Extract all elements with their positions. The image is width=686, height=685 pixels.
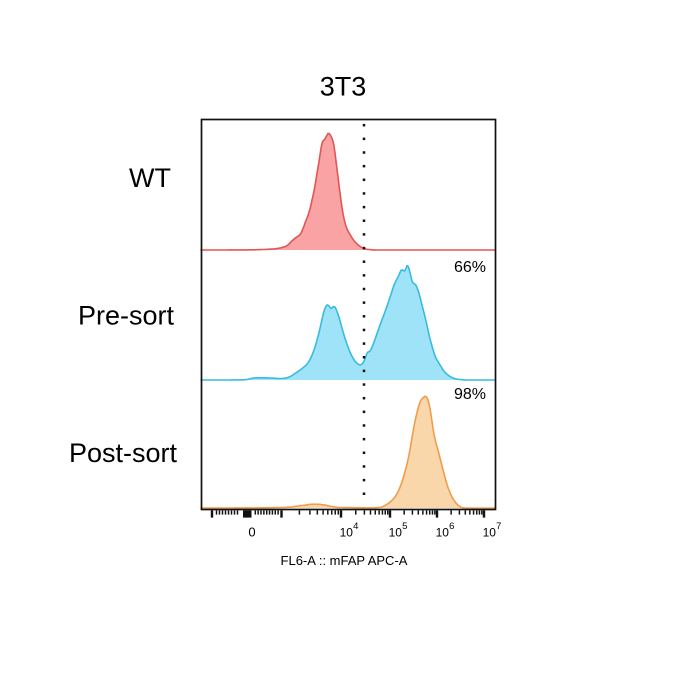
svg-text:66%: 66% [454, 259, 486, 276]
svg-text:WT: WT [129, 163, 171, 193]
svg-text:0: 0 [248, 524, 255, 539]
svg-text:98%: 98% [454, 386, 486, 403]
svg-text:7: 7 [496, 521, 501, 532]
svg-text:10: 10 [340, 525, 354, 539]
svg-text:6: 6 [449, 521, 454, 532]
svg-text:10: 10 [389, 525, 403, 539]
svg-text:3T3: 3T3 [320, 72, 367, 102]
svg-text:Post-sort: Post-sort [69, 438, 178, 468]
svg-text:FL6-A :: mFAP APC-A: FL6-A :: mFAP APC-A [281, 553, 408, 568]
svg-text:Pre-sort: Pre-sort [78, 301, 175, 331]
svg-text:4: 4 [353, 521, 358, 532]
svg-text:10: 10 [436, 525, 450, 539]
svg-text:10: 10 [483, 525, 497, 539]
svg-text:5: 5 [402, 521, 407, 532]
